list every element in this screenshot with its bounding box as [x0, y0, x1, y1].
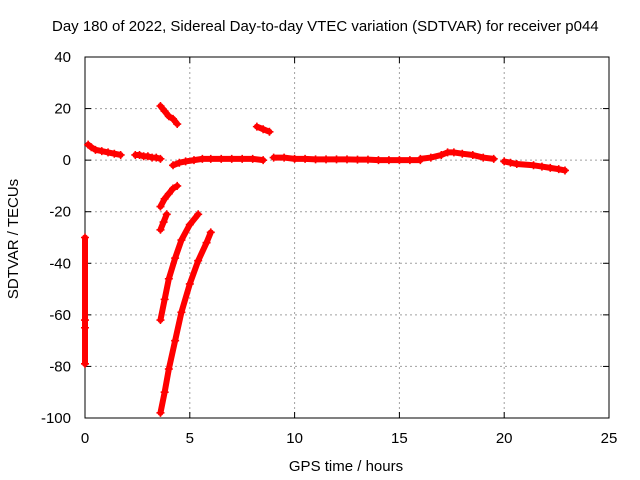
- data-trace: [186, 211, 202, 228]
- data-trace: [165, 255, 179, 282]
- data-point: [116, 150, 125, 159]
- data-point: [173, 181, 182, 190]
- x-tick-label: 5: [186, 430, 194, 447]
- y-axis-label: SDTVAR / TECUs: [5, 179, 22, 299]
- data-point: [194, 210, 203, 219]
- series-arc-2-3h: [131, 150, 165, 163]
- series-arc-main-b: [269, 153, 425, 165]
- data-point: [265, 127, 274, 136]
- data-trace: [186, 257, 202, 287]
- data-trace: [172, 309, 185, 344]
- series-arc-neg-b: [156, 210, 171, 234]
- data-point: [173, 120, 182, 129]
- data-point: [81, 359, 89, 368]
- data-point: [156, 154, 165, 163]
- series-arc-neg-d: [156, 228, 215, 417]
- series-arc-upper-right: [252, 122, 274, 136]
- y-tick-labels: -100 -80 -60 -40 -20 0 20 40: [41, 49, 71, 427]
- series-arc-neg-c: [156, 210, 203, 325]
- series-arc-late: [500, 157, 569, 175]
- y-tick-label: 20: [54, 101, 71, 118]
- chart-title: Day 180 of 2022, Sidereal Day-to-day VTE…: [52, 18, 599, 35]
- y-tick-label: -40: [49, 255, 71, 272]
- series-arc-early: [84, 140, 125, 159]
- y-tick-label: -80: [49, 358, 71, 375]
- y-tick-label: -60: [49, 307, 71, 324]
- data-trace: [172, 237, 185, 262]
- series-arc-main-a: [169, 154, 268, 170]
- x-tick-labels: 0 5 10 15 20 25: [81, 430, 618, 447]
- x-tick-label: 10: [286, 430, 303, 447]
- x-tick-label: 20: [496, 430, 513, 447]
- x-axis-label: GPS time / hours: [289, 458, 403, 475]
- data-points: [81, 101, 569, 417]
- y-tick-label: 0: [63, 152, 71, 169]
- data-trace: [165, 337, 179, 373]
- data-trace: [195, 239, 210, 264]
- data-trace: [178, 280, 193, 316]
- data-point: [206, 228, 215, 237]
- x-tick-label: 15: [391, 430, 408, 447]
- series-arc-neg-a: [156, 181, 182, 211]
- series-arc-upper-left: [156, 101, 182, 129]
- data-point: [489, 154, 498, 163]
- data-point: [162, 210, 171, 219]
- data-point: [560, 166, 569, 175]
- y-tick-label: -20: [49, 204, 71, 221]
- axis-ticks: [84, 56, 610, 419]
- x-tick-label: 25: [601, 430, 618, 447]
- series-edge-points: [81, 233, 89, 368]
- y-tick-label: -100: [41, 410, 71, 427]
- x-tick-label: 0: [81, 430, 89, 447]
- data-point: [259, 156, 268, 165]
- series-arc-bump: [416, 148, 498, 163]
- grid-lines: [85, 57, 609, 418]
- y-tick-label: 40: [54, 49, 71, 66]
